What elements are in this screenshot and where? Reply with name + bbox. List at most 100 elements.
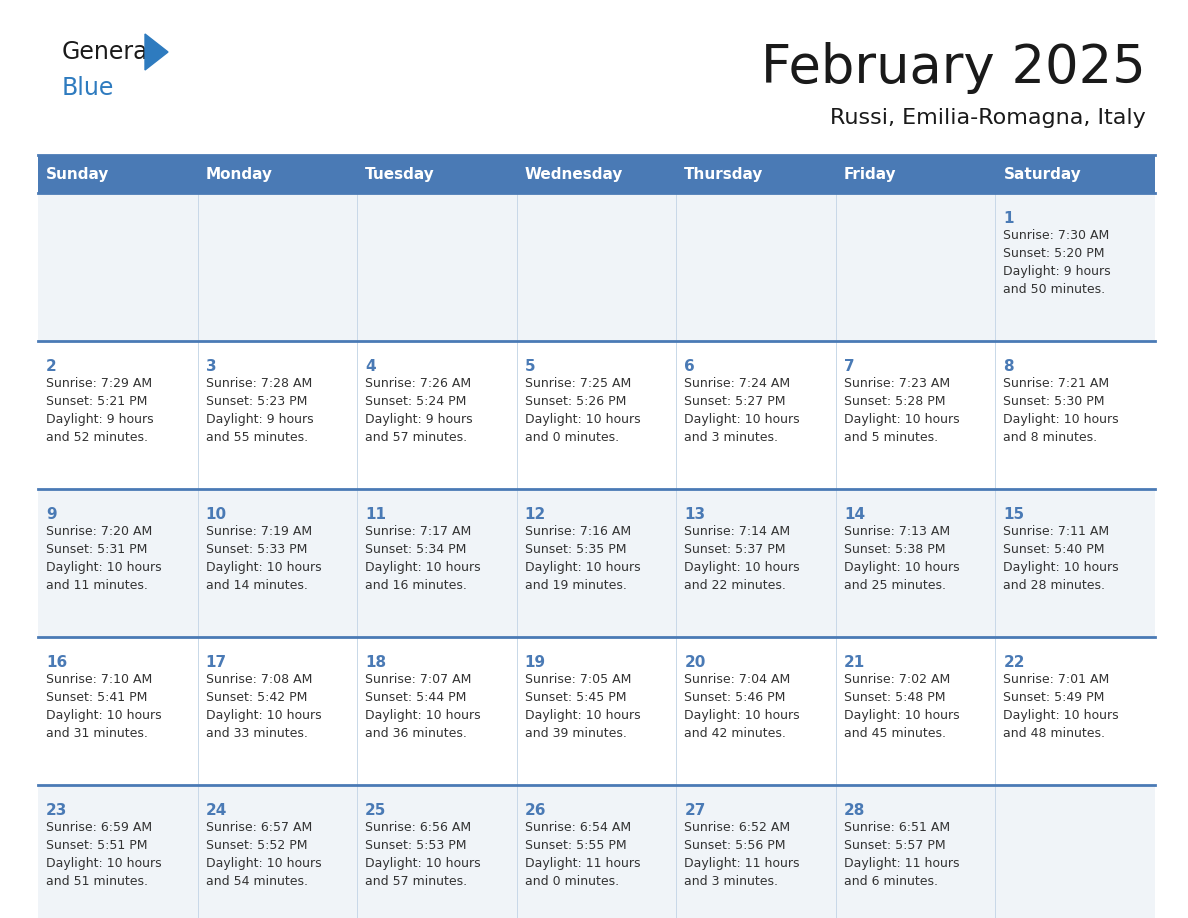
Text: and 52 minutes.: and 52 minutes. bbox=[46, 431, 148, 444]
Text: Daylight: 10 hours: Daylight: 10 hours bbox=[365, 709, 481, 722]
Text: Sunrise: 7:21 AM: Sunrise: 7:21 AM bbox=[1004, 377, 1110, 390]
Text: Daylight: 10 hours: Daylight: 10 hours bbox=[46, 561, 162, 574]
Text: Daylight: 10 hours: Daylight: 10 hours bbox=[843, 561, 960, 574]
Text: Sunset: 5:42 PM: Sunset: 5:42 PM bbox=[206, 691, 307, 704]
Polygon shape bbox=[145, 34, 168, 70]
Text: 17: 17 bbox=[206, 655, 227, 670]
Text: 19: 19 bbox=[525, 655, 545, 670]
Text: Sunrise: 7:28 AM: Sunrise: 7:28 AM bbox=[206, 377, 311, 390]
Text: Sunrise: 7:26 AM: Sunrise: 7:26 AM bbox=[365, 377, 472, 390]
Text: 27: 27 bbox=[684, 803, 706, 818]
Text: Sunset: 5:52 PM: Sunset: 5:52 PM bbox=[206, 839, 307, 852]
Text: Sunset: 5:23 PM: Sunset: 5:23 PM bbox=[206, 395, 307, 408]
Text: and 11 minutes.: and 11 minutes. bbox=[46, 579, 147, 592]
Text: Sunrise: 6:51 AM: Sunrise: 6:51 AM bbox=[843, 821, 950, 834]
Text: Sunday: Sunday bbox=[46, 166, 109, 182]
Text: Sunset: 5:46 PM: Sunset: 5:46 PM bbox=[684, 691, 785, 704]
Text: Daylight: 10 hours: Daylight: 10 hours bbox=[525, 709, 640, 722]
Text: and 39 minutes.: and 39 minutes. bbox=[525, 727, 626, 740]
Text: 12: 12 bbox=[525, 507, 546, 522]
Text: Monday: Monday bbox=[206, 166, 272, 182]
Text: 28: 28 bbox=[843, 803, 865, 818]
Text: Daylight: 10 hours: Daylight: 10 hours bbox=[1004, 709, 1119, 722]
Bar bbox=[38, 193, 1155, 341]
Text: and 6 minutes.: and 6 minutes. bbox=[843, 875, 937, 888]
Text: and 19 minutes.: and 19 minutes. bbox=[525, 579, 626, 592]
Text: 1: 1 bbox=[1004, 211, 1013, 226]
Text: Saturday: Saturday bbox=[1004, 166, 1081, 182]
Text: Sunset: 5:30 PM: Sunset: 5:30 PM bbox=[1004, 395, 1105, 408]
Text: Daylight: 10 hours: Daylight: 10 hours bbox=[525, 561, 640, 574]
Text: Daylight: 11 hours: Daylight: 11 hours bbox=[684, 857, 800, 870]
Text: 8: 8 bbox=[1004, 359, 1015, 374]
Text: and 45 minutes.: and 45 minutes. bbox=[843, 727, 946, 740]
Text: and 50 minutes.: and 50 minutes. bbox=[1004, 283, 1106, 296]
Text: Sunset: 5:44 PM: Sunset: 5:44 PM bbox=[365, 691, 467, 704]
Text: 18: 18 bbox=[365, 655, 386, 670]
Text: Sunset: 5:21 PM: Sunset: 5:21 PM bbox=[46, 395, 147, 408]
Text: and 28 minutes.: and 28 minutes. bbox=[1004, 579, 1105, 592]
Text: 13: 13 bbox=[684, 507, 706, 522]
Text: Tuesday: Tuesday bbox=[365, 166, 435, 182]
Text: Sunset: 5:40 PM: Sunset: 5:40 PM bbox=[1004, 543, 1105, 556]
Text: Daylight: 9 hours: Daylight: 9 hours bbox=[1004, 265, 1111, 278]
Text: Sunrise: 7:20 AM: Sunrise: 7:20 AM bbox=[46, 525, 152, 538]
Text: Sunrise: 7:29 AM: Sunrise: 7:29 AM bbox=[46, 377, 152, 390]
Text: and 14 minutes.: and 14 minutes. bbox=[206, 579, 308, 592]
Text: Sunset: 5:56 PM: Sunset: 5:56 PM bbox=[684, 839, 785, 852]
Text: Sunrise: 7:04 AM: Sunrise: 7:04 AM bbox=[684, 673, 790, 686]
Text: Daylight: 11 hours: Daylight: 11 hours bbox=[525, 857, 640, 870]
Text: and 25 minutes.: and 25 minutes. bbox=[843, 579, 946, 592]
Text: Sunrise: 7:01 AM: Sunrise: 7:01 AM bbox=[1004, 673, 1110, 686]
Text: Sunset: 5:24 PM: Sunset: 5:24 PM bbox=[365, 395, 467, 408]
Text: and 42 minutes.: and 42 minutes. bbox=[684, 727, 786, 740]
Text: Sunrise: 6:59 AM: Sunrise: 6:59 AM bbox=[46, 821, 152, 834]
Text: 9: 9 bbox=[46, 507, 57, 522]
Text: Sunrise: 7:14 AM: Sunrise: 7:14 AM bbox=[684, 525, 790, 538]
Text: Sunset: 5:27 PM: Sunset: 5:27 PM bbox=[684, 395, 785, 408]
Text: Sunrise: 7:10 AM: Sunrise: 7:10 AM bbox=[46, 673, 152, 686]
Text: 11: 11 bbox=[365, 507, 386, 522]
Text: 2: 2 bbox=[46, 359, 57, 374]
Text: Russi, Emilia-Romagna, Italy: Russi, Emilia-Romagna, Italy bbox=[830, 108, 1146, 128]
Text: 21: 21 bbox=[843, 655, 865, 670]
Text: Sunrise: 7:25 AM: Sunrise: 7:25 AM bbox=[525, 377, 631, 390]
Text: Sunrise: 6:54 AM: Sunrise: 6:54 AM bbox=[525, 821, 631, 834]
Text: Sunrise: 6:52 AM: Sunrise: 6:52 AM bbox=[684, 821, 790, 834]
Text: Sunset: 5:38 PM: Sunset: 5:38 PM bbox=[843, 543, 946, 556]
Text: Daylight: 10 hours: Daylight: 10 hours bbox=[684, 709, 800, 722]
Text: and 54 minutes.: and 54 minutes. bbox=[206, 875, 308, 888]
Text: Daylight: 10 hours: Daylight: 10 hours bbox=[365, 561, 481, 574]
Text: Daylight: 9 hours: Daylight: 9 hours bbox=[365, 413, 473, 426]
Text: 6: 6 bbox=[684, 359, 695, 374]
Text: and 31 minutes.: and 31 minutes. bbox=[46, 727, 147, 740]
Text: Sunset: 5:45 PM: Sunset: 5:45 PM bbox=[525, 691, 626, 704]
Text: Sunrise: 7:08 AM: Sunrise: 7:08 AM bbox=[206, 673, 312, 686]
Text: Sunset: 5:49 PM: Sunset: 5:49 PM bbox=[1004, 691, 1105, 704]
Text: Friday: Friday bbox=[843, 166, 897, 182]
Text: Sunrise: 7:24 AM: Sunrise: 7:24 AM bbox=[684, 377, 790, 390]
Text: Sunset: 5:35 PM: Sunset: 5:35 PM bbox=[525, 543, 626, 556]
Text: and 57 minutes.: and 57 minutes. bbox=[365, 431, 467, 444]
Text: Daylight: 10 hours: Daylight: 10 hours bbox=[684, 561, 800, 574]
Text: 15: 15 bbox=[1004, 507, 1024, 522]
Text: Wednesday: Wednesday bbox=[525, 166, 623, 182]
Text: Daylight: 10 hours: Daylight: 10 hours bbox=[1004, 413, 1119, 426]
Text: and 57 minutes.: and 57 minutes. bbox=[365, 875, 467, 888]
Text: Sunrise: 7:07 AM: Sunrise: 7:07 AM bbox=[365, 673, 472, 686]
Text: Sunset: 5:31 PM: Sunset: 5:31 PM bbox=[46, 543, 147, 556]
Text: and 48 minutes.: and 48 minutes. bbox=[1004, 727, 1105, 740]
Bar bbox=[38, 155, 1155, 193]
Text: Sunrise: 7:13 AM: Sunrise: 7:13 AM bbox=[843, 525, 950, 538]
Text: Daylight: 9 hours: Daylight: 9 hours bbox=[206, 413, 314, 426]
Text: and 33 minutes.: and 33 minutes. bbox=[206, 727, 308, 740]
Text: Sunset: 5:20 PM: Sunset: 5:20 PM bbox=[1004, 247, 1105, 260]
Text: Sunrise: 7:05 AM: Sunrise: 7:05 AM bbox=[525, 673, 631, 686]
Bar bbox=[38, 785, 1155, 918]
Text: 16: 16 bbox=[46, 655, 68, 670]
Text: Daylight: 10 hours: Daylight: 10 hours bbox=[46, 709, 162, 722]
Text: Sunrise: 6:57 AM: Sunrise: 6:57 AM bbox=[206, 821, 311, 834]
Text: Sunset: 5:57 PM: Sunset: 5:57 PM bbox=[843, 839, 946, 852]
Text: Daylight: 10 hours: Daylight: 10 hours bbox=[46, 857, 162, 870]
Text: Sunset: 5:48 PM: Sunset: 5:48 PM bbox=[843, 691, 946, 704]
